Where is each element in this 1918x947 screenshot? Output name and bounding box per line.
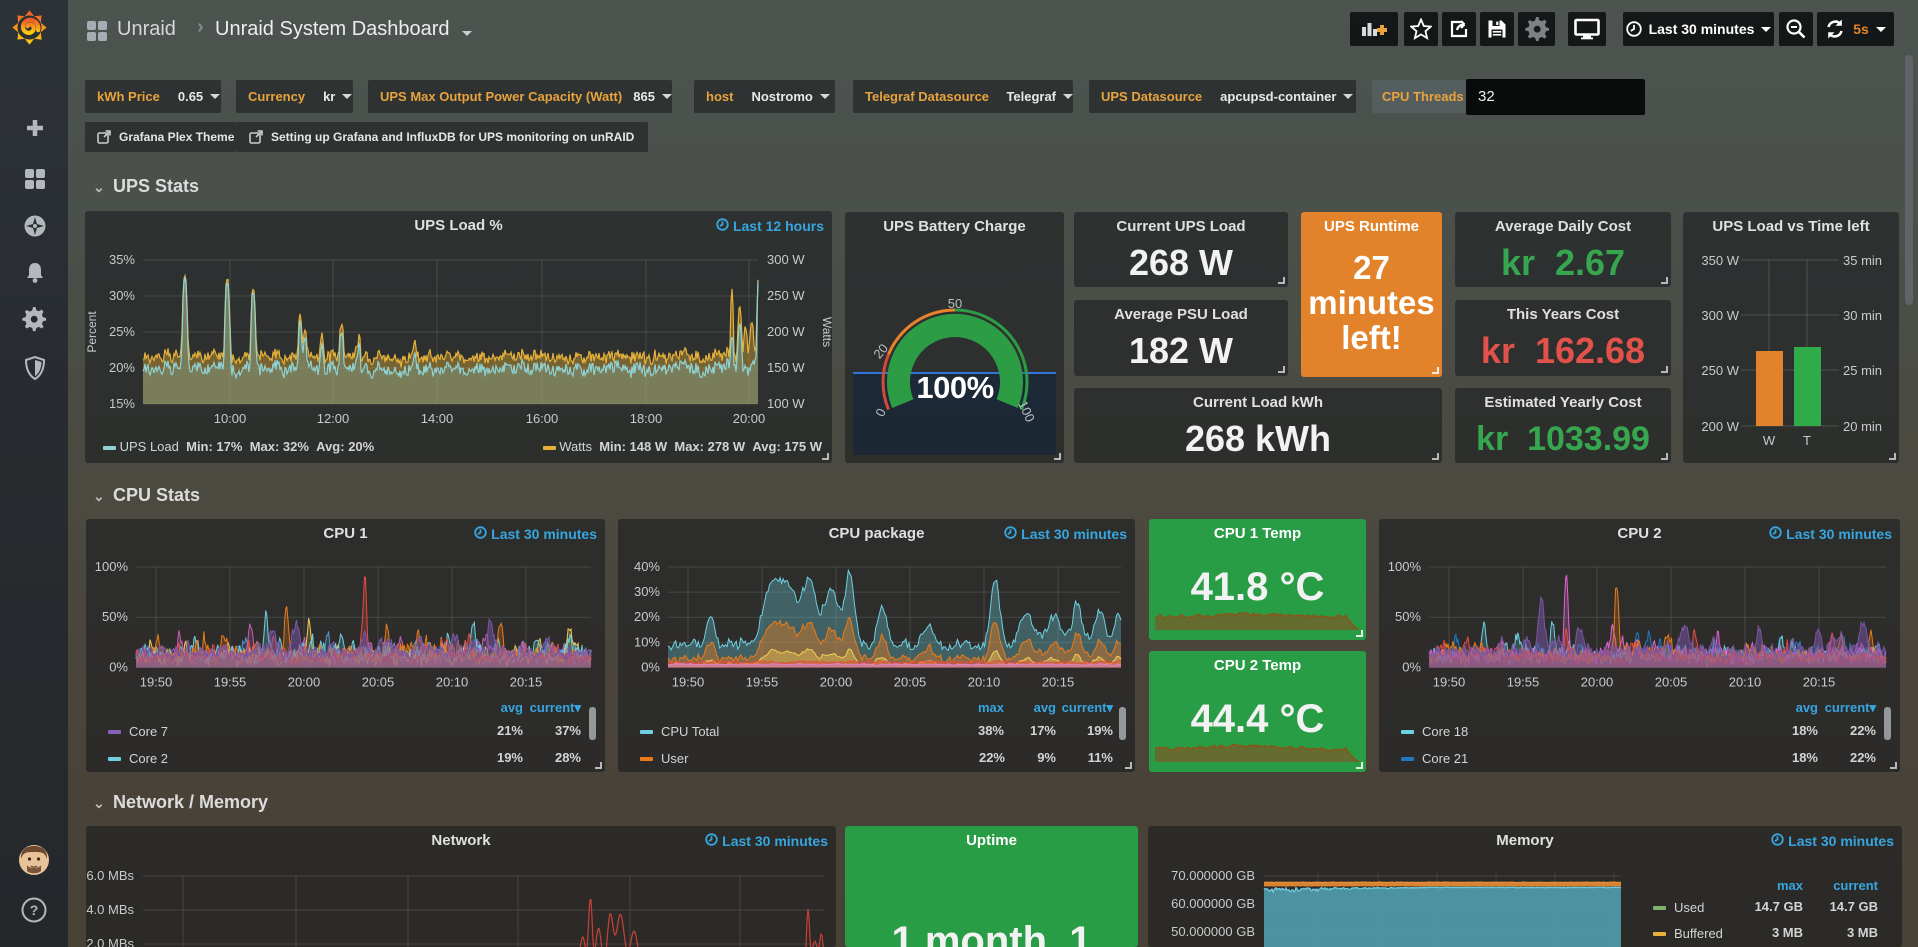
- svg-text:T: T: [1803, 433, 1811, 448]
- svg-text:20:00: 20:00: [1581, 675, 1614, 690]
- svg-text:300 W: 300 W: [767, 252, 805, 267]
- svg-text:30%: 30%: [109, 288, 135, 303]
- svg-text:Percent: Percent: [85, 311, 99, 353]
- svg-text:20:10: 20:10: [1729, 675, 1762, 690]
- svg-text:15%: 15%: [109, 396, 135, 411]
- svg-text:20%: 20%: [634, 609, 660, 624]
- svg-text:20:00: 20:00: [820, 675, 853, 690]
- svg-text:19:50: 19:50: [1433, 675, 1466, 690]
- svg-text:300 W: 300 W: [1701, 308, 1739, 323]
- svg-text:0%: 0%: [1402, 660, 1421, 675]
- svg-text:W: W: [1763, 433, 1776, 448]
- svg-text:0%: 0%: [109, 660, 128, 675]
- svg-text:150 W: 150 W: [767, 360, 805, 375]
- svg-text:20:15: 20:15: [510, 675, 543, 690]
- svg-text:0%: 0%: [641, 660, 660, 675]
- svg-text:16:00: 16:00: [526, 411, 559, 426]
- svg-text:70.000000 GB: 70.000000 GB: [1171, 868, 1255, 883]
- svg-text:50: 50: [948, 296, 962, 311]
- svg-text:200 W: 200 W: [767, 324, 805, 339]
- svg-text:30%: 30%: [634, 584, 660, 599]
- svg-text:14:00: 14:00: [421, 411, 454, 426]
- svg-text:20:00: 20:00: [733, 411, 766, 426]
- svg-text:2.0 MBs: 2.0 MBs: [86, 936, 134, 947]
- svg-text:19:55: 19:55: [1507, 675, 1540, 690]
- svg-text:100 W: 100 W: [767, 396, 805, 411]
- svg-text:60.000000 GB: 60.000000 GB: [1171, 896, 1255, 911]
- svg-text:250 W: 250 W: [1701, 363, 1739, 378]
- svg-text:35 min: 35 min: [1843, 253, 1882, 268]
- svg-text:10:00: 10:00: [214, 411, 247, 426]
- svg-text:100%: 100%: [916, 370, 993, 405]
- svg-text:19:55: 19:55: [214, 675, 247, 690]
- svg-text:350 W: 350 W: [1701, 253, 1739, 268]
- svg-text:Watts: Watts: [820, 317, 832, 347]
- svg-text:35%: 35%: [109, 252, 135, 267]
- svg-text:20:10: 20:10: [436, 675, 469, 690]
- svg-text:18:00: 18:00: [630, 411, 663, 426]
- svg-text:100%: 100%: [95, 559, 129, 574]
- svg-text:20:05: 20:05: [1655, 675, 1688, 690]
- svg-text:20%: 20%: [109, 360, 135, 375]
- svg-text:250 W: 250 W: [767, 288, 805, 303]
- svg-text:20:00: 20:00: [288, 675, 321, 690]
- svg-text:20:15: 20:15: [1803, 675, 1836, 690]
- svg-text:25 min: 25 min: [1843, 363, 1882, 378]
- svg-text:20:10: 20:10: [968, 675, 1001, 690]
- svg-text:50%: 50%: [1395, 609, 1421, 624]
- svg-text:20:05: 20:05: [362, 675, 395, 690]
- svg-text:6.0 MBs: 6.0 MBs: [86, 868, 134, 883]
- svg-text:50.000000 GB: 50.000000 GB: [1171, 924, 1255, 939]
- svg-text:200 W: 200 W: [1701, 419, 1739, 434]
- svg-text:10%: 10%: [634, 634, 660, 649]
- svg-text:12:00: 12:00: [317, 411, 350, 426]
- svg-text:30 min: 30 min: [1843, 308, 1882, 323]
- svg-text:19:50: 19:50: [140, 675, 173, 690]
- svg-text:20:15: 20:15: [1042, 675, 1075, 690]
- svg-text:4.0 MBs: 4.0 MBs: [86, 902, 134, 917]
- svg-text:25%: 25%: [109, 324, 135, 339]
- svg-text:50%: 50%: [102, 609, 128, 624]
- svg-text:?: ?: [30, 902, 39, 918]
- svg-text:20 min: 20 min: [1843, 419, 1882, 434]
- svg-text:19:55: 19:55: [746, 675, 779, 690]
- svg-text:40%: 40%: [634, 559, 660, 574]
- svg-text:20:05: 20:05: [894, 675, 927, 690]
- svg-text:100%: 100%: [1388, 559, 1422, 574]
- svg-text:19:50: 19:50: [672, 675, 705, 690]
